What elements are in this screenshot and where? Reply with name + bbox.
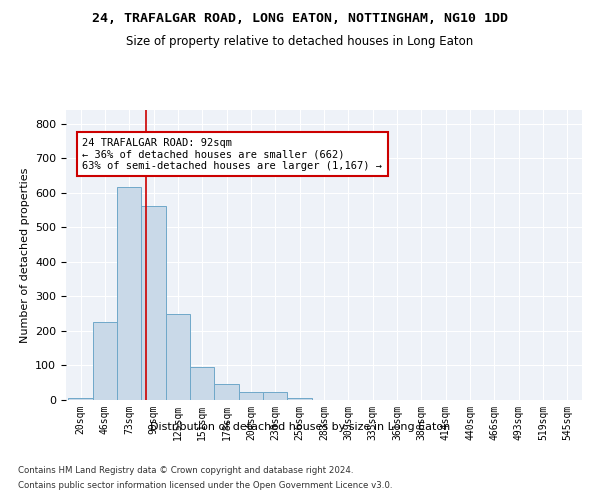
Y-axis label: Number of detached properties: Number of detached properties xyxy=(20,168,29,342)
Bar xyxy=(239,392,263,400)
Bar xyxy=(214,384,239,400)
Text: Contains public sector information licensed under the Open Government Licence v3: Contains public sector information licen… xyxy=(18,481,392,490)
Text: 24 TRAFALGAR ROAD: 92sqm
← 36% of detached houses are smaller (662)
63% of semi-: 24 TRAFALGAR ROAD: 92sqm ← 36% of detach… xyxy=(82,138,382,171)
Text: Distribution of detached houses by size in Long Eaton: Distribution of detached houses by size … xyxy=(150,422,450,432)
Bar xyxy=(190,367,214,400)
Text: 24, TRAFALGAR ROAD, LONG EATON, NOTTINGHAM, NG10 1DD: 24, TRAFALGAR ROAD, LONG EATON, NOTTINGH… xyxy=(92,12,508,26)
Bar xyxy=(117,186,142,400)
Bar xyxy=(166,314,190,400)
Bar xyxy=(93,322,117,400)
Text: Size of property relative to detached houses in Long Eaton: Size of property relative to detached ho… xyxy=(127,35,473,48)
Bar xyxy=(287,398,312,400)
Text: Contains HM Land Registry data © Crown copyright and database right 2024.: Contains HM Land Registry data © Crown c… xyxy=(18,466,353,475)
Bar xyxy=(142,206,166,400)
Bar xyxy=(68,398,93,400)
Bar xyxy=(263,392,287,400)
